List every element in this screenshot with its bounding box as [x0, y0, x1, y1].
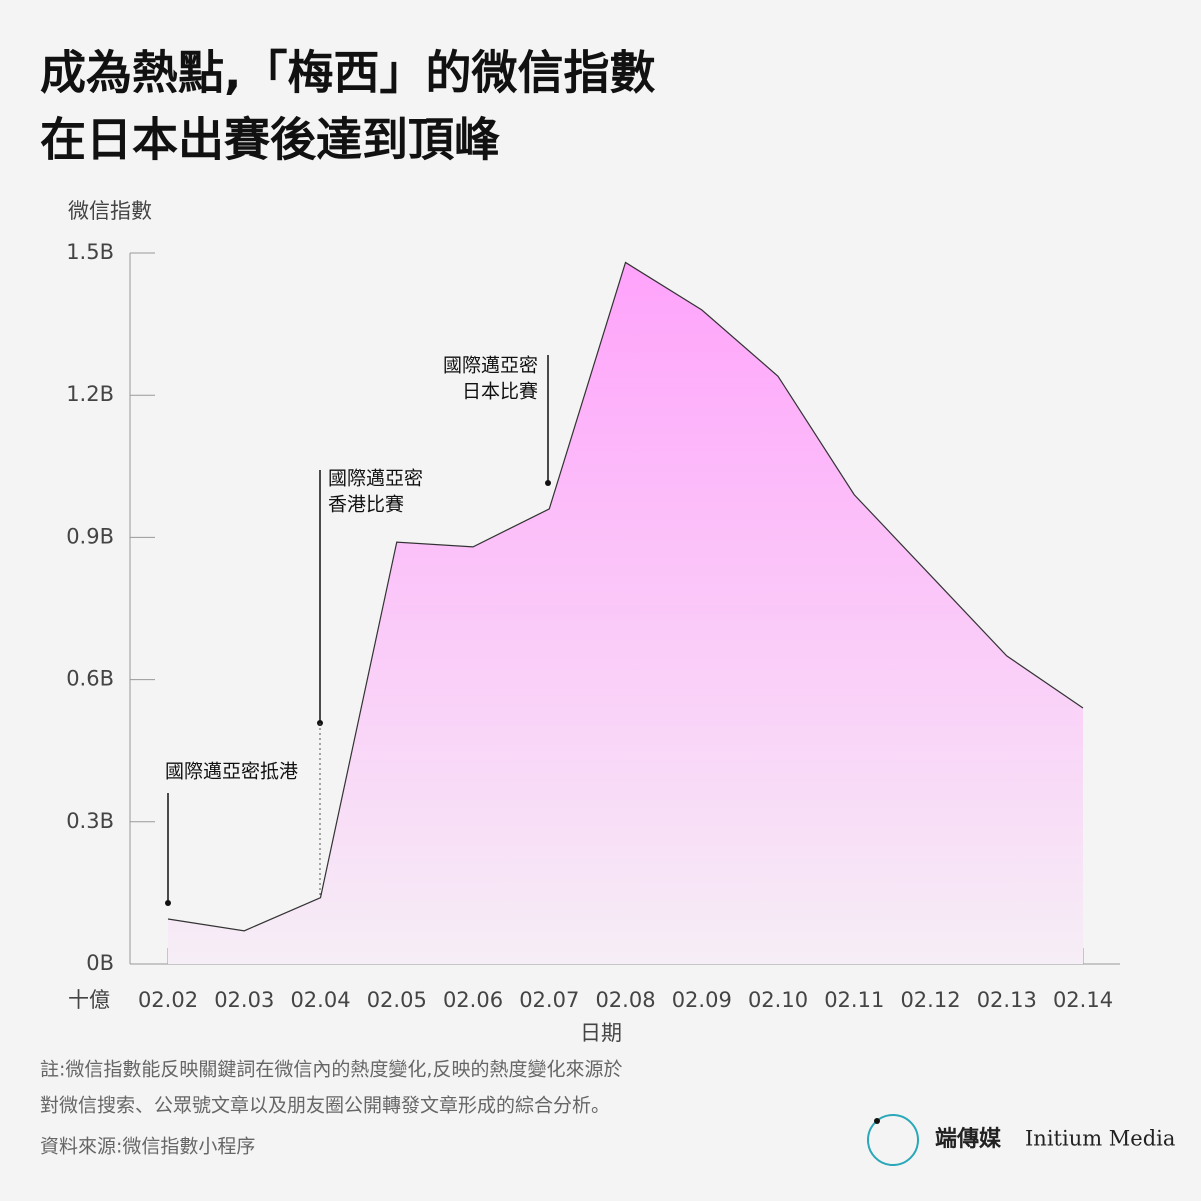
y-tick-label: 0B: [86, 951, 114, 975]
x-tick-label: 02.02: [138, 988, 198, 1012]
x-tick-label: 02.07: [519, 988, 579, 1012]
x-label: 日期: [580, 1021, 622, 1045]
x-tick-label: 02.13: [977, 988, 1037, 1012]
x-tick-label: 02.05: [367, 988, 427, 1012]
logo: 端傳媒: [935, 1126, 1002, 1152]
line: [167, 261, 1084, 932]
y-tick-label: 0.6B: [66, 667, 114, 691]
x-tick-label: 02.10: [748, 988, 808, 1012]
x-tick-label: 02.11: [824, 988, 884, 1012]
y-tick-label: 1.2B: [66, 382, 114, 406]
note: 對微信搜索、公眾號文章以及朋友圈公開轉發文章形成的綜合分析。: [40, 1095, 610, 1117]
note: 註:微信指數能反映關鍵詞在微信內的熱度變化,反映的熱度變化來源於: [40, 1059, 622, 1081]
title: 成為熱點,「梅西」的微信指數: [40, 46, 655, 100]
y-tick-label: 0.9B: [66, 524, 114, 548]
y-tick-label: 0.3B: [66, 809, 114, 833]
x-tick-label: 02.12: [900, 988, 960, 1012]
annotation: 國際邁亞密抵港: [165, 761, 298, 783]
x-tick-label: 02.04: [290, 988, 350, 1012]
annotation-dot: [165, 900, 171, 906]
x-tick-label: 02.06: [443, 988, 503, 1012]
logo-circle: [867, 1114, 919, 1166]
annotation: 日本比賽: [462, 381, 538, 403]
annotation: 國際邁亞密: [328, 468, 423, 490]
x-tick-label: 02.03: [214, 988, 274, 1012]
x-tick-label: 02.08: [595, 988, 655, 1012]
annotation-dot: [545, 480, 551, 486]
y-label: 微信指數: [68, 199, 152, 223]
y-unit: 十億: [68, 988, 110, 1012]
annotation: 香港比賽: [328, 494, 404, 516]
logo: Initium Media: [1025, 1127, 1175, 1151]
title: 在日本出賽後達到頂峰: [40, 113, 500, 167]
x-tick-label: 02.14: [1053, 988, 1113, 1012]
logo-dot: [874, 1118, 880, 1124]
area: [168, 262, 1083, 965]
x-tick-label: 02.09: [672, 988, 732, 1012]
y-tick-label: 1.5B: [66, 240, 114, 264]
annotation: 國際邁亞密: [443, 355, 538, 377]
source: 資料來源:微信指數小程序: [40, 1136, 255, 1158]
